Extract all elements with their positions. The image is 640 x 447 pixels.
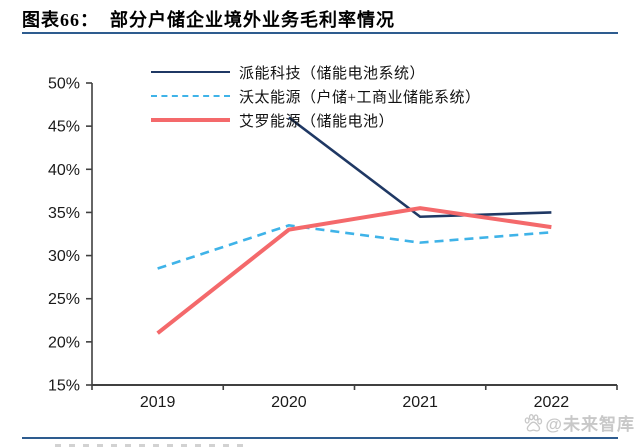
y-tick-label: 45%: [48, 119, 80, 136]
baidu-paw-icon: [525, 413, 543, 431]
y-tick-label: 25%: [48, 291, 80, 308]
series-line: [157, 224, 552, 270]
chart-legend: 派能科技（储能电池系统） 沃太能源（户储+工商业储能系统） 艾罗能源（储能电池）: [151, 60, 480, 132]
x-tick-label: 2019: [140, 394, 176, 411]
title-underline-rule: [22, 32, 618, 34]
legend-item: 派能科技（储能电池系统）: [151, 60, 480, 84]
legend-item: 艾罗能源（储能电池）: [151, 108, 480, 132]
watermark-text: @未来智库: [545, 415, 635, 434]
cropped-text-artifact: [55, 444, 245, 447]
x-tick-label: 2021: [402, 394, 438, 411]
x-tick-label: 2020: [271, 394, 307, 411]
y-tick-label: 50%: [48, 76, 80, 93]
legend-label: 沃太能源（户储+工商业储能系统）: [239, 89, 481, 106]
legend-label: 派能科技（储能电池系统）: [239, 65, 426, 82]
y-tick-label: 20%: [48, 334, 80, 351]
series-line: [156, 206, 552, 335]
y-tick-label: 40%: [48, 162, 80, 179]
legend-line-swatch: [151, 118, 230, 122]
legend-line-swatch: [151, 71, 230, 73]
legend-line-swatch: [151, 95, 230, 97]
footer-rule: [22, 437, 618, 439]
y-tick-label: 30%: [48, 248, 80, 265]
y-tick-label: 15%: [48, 378, 80, 395]
legend-item: 沃太能源（户储+工商业储能系统）: [151, 84, 480, 108]
watermark: @未来智库: [523, 410, 635, 435]
series-line: [288, 116, 552, 219]
legend-label: 艾罗能源（储能电池）: [239, 113, 395, 130]
y-tick-label: 35%: [48, 205, 80, 222]
x-tick-label: 2022: [534, 394, 570, 411]
figure-title: 图表66： 部分户储企业境外业务毛利率情况: [22, 10, 395, 30]
